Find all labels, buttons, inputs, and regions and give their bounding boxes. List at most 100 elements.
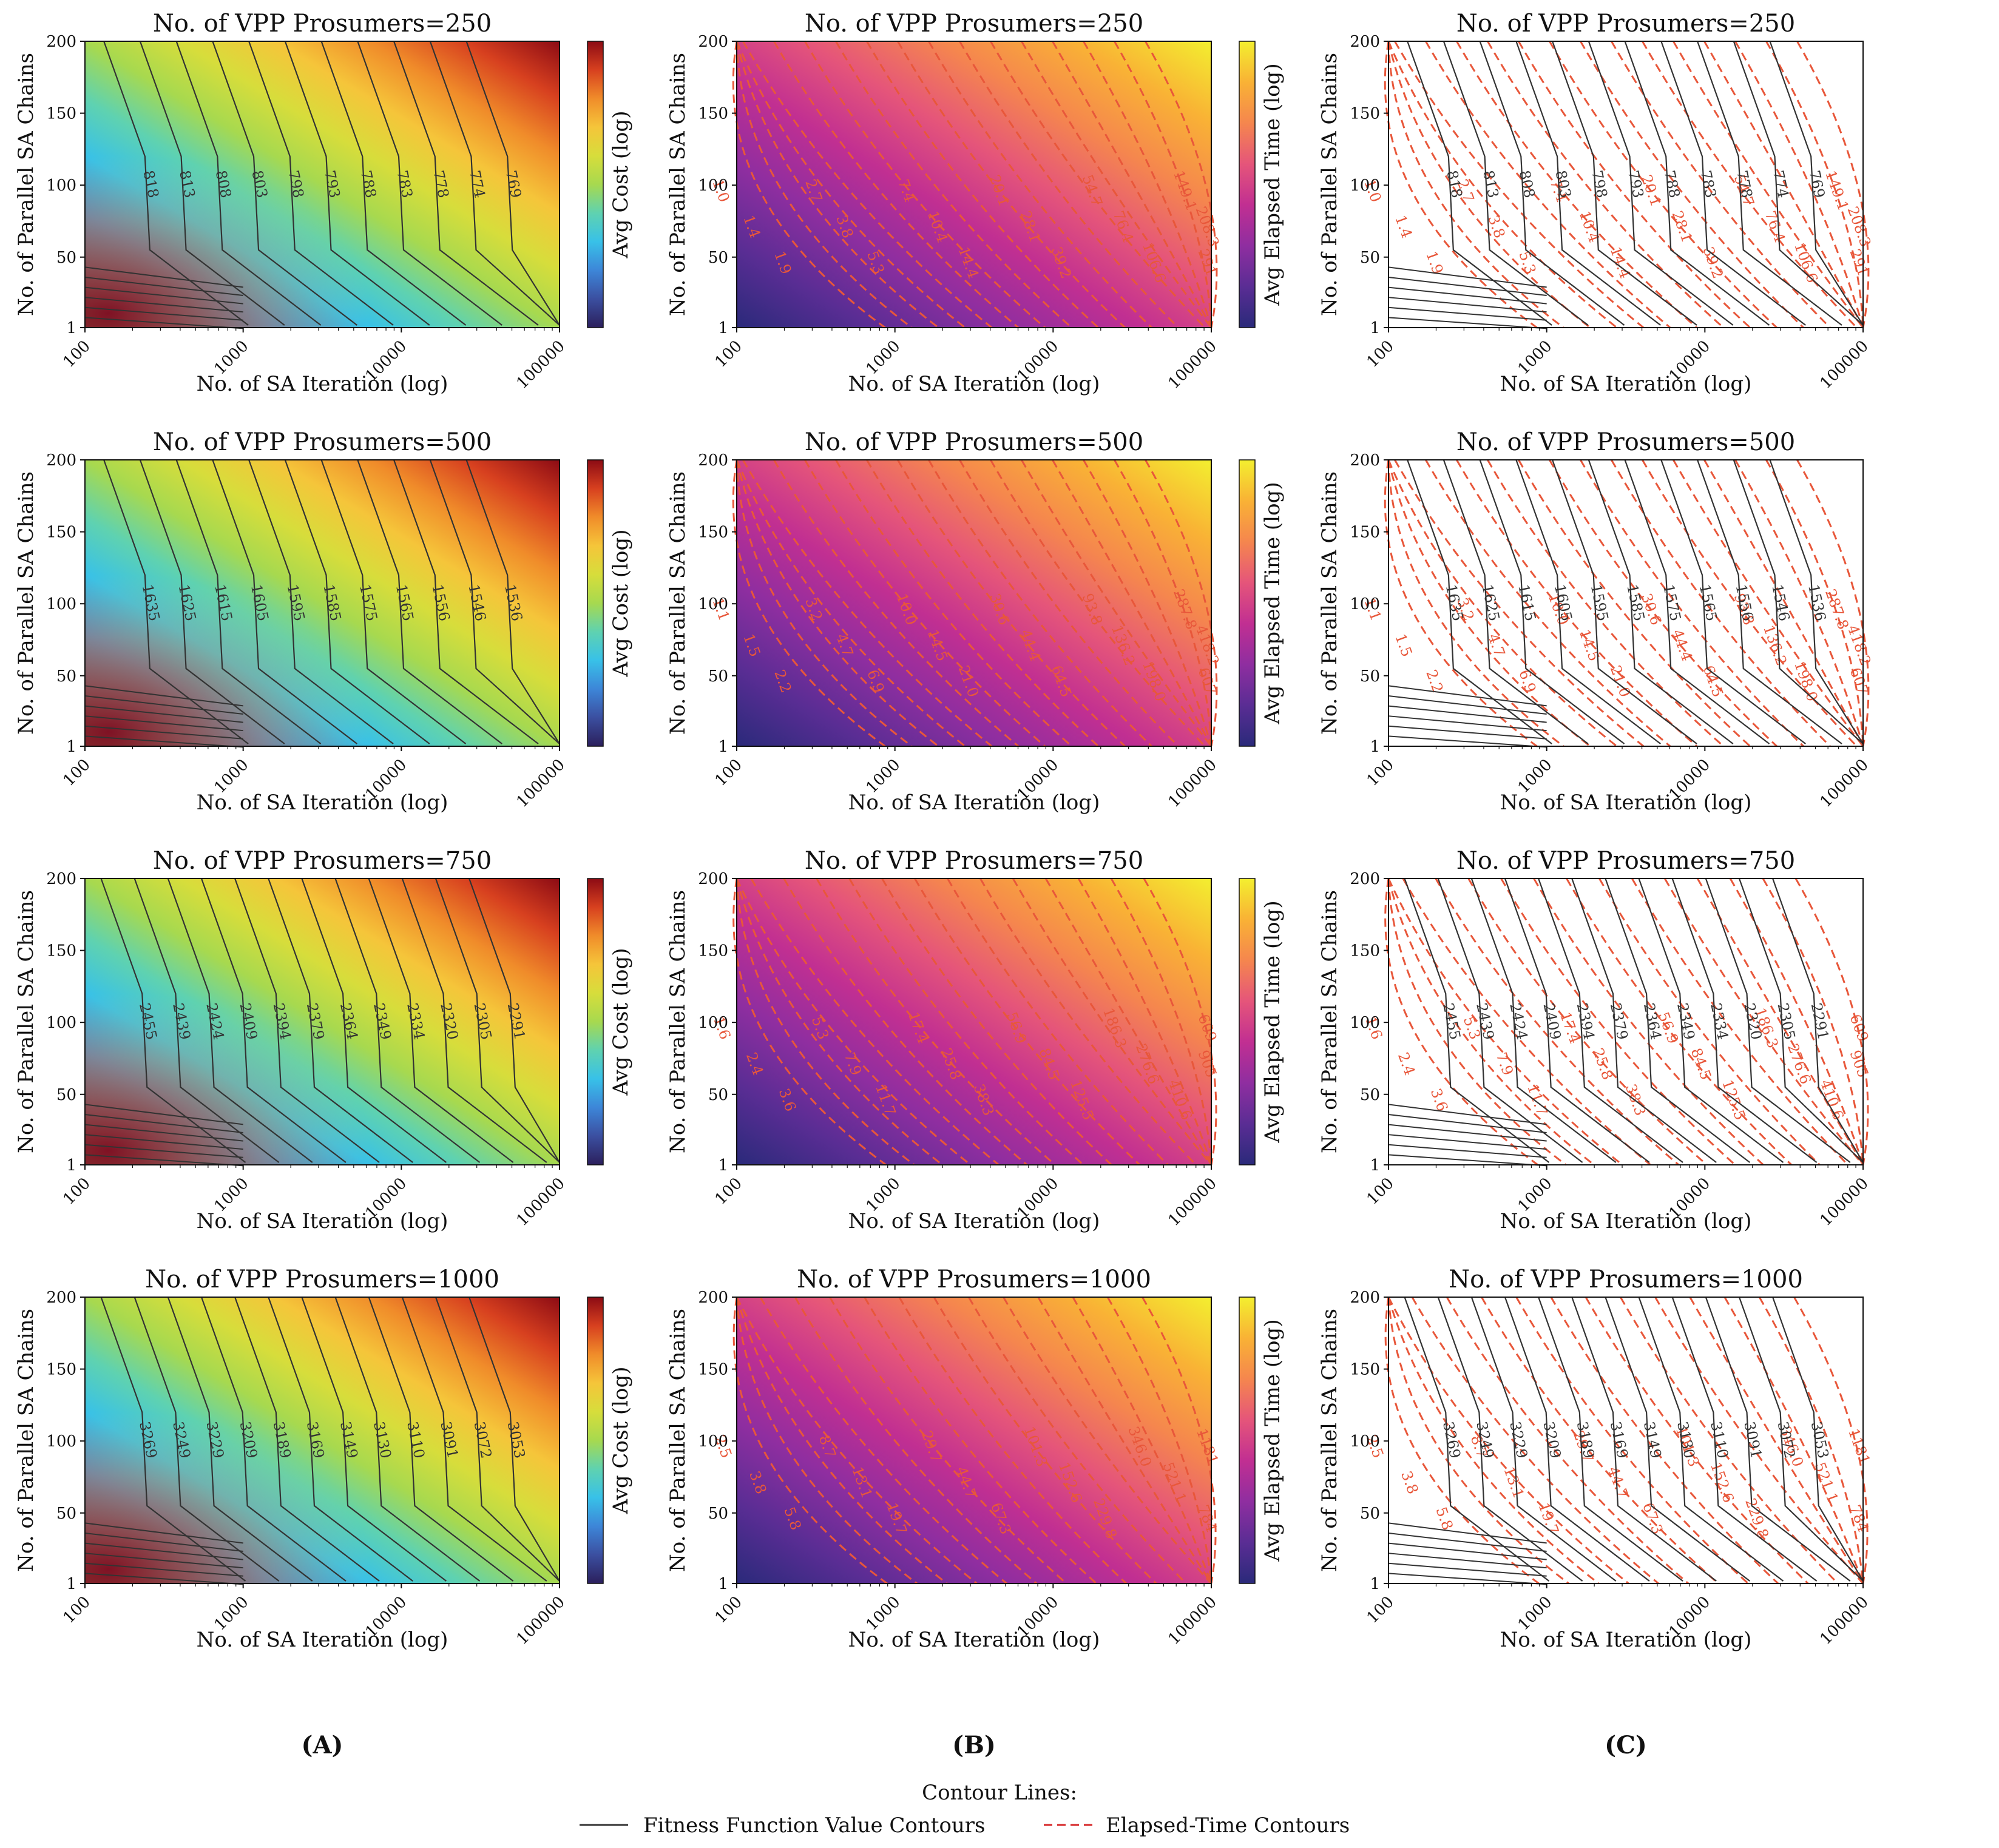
fitness-contour-line bbox=[368, 878, 514, 1163]
x-axis-label: No. of SA Iteration (log) bbox=[1500, 372, 1752, 396]
x-axis-label: No. of SA Iteration (log) bbox=[197, 1628, 448, 1652]
elapsed-time-contour-line bbox=[1394, 459, 1645, 747]
x-tick-label: 100000 bbox=[1165, 1175, 1220, 1230]
fitness-contour-line bbox=[301, 878, 447, 1163]
elapsed-time-contour-line bbox=[928, 41, 1152, 329]
x-tick-label: 100000 bbox=[1165, 1593, 1220, 1648]
fitness-contour-line bbox=[84, 1542, 243, 1560]
fitness-contour-line bbox=[1388, 685, 1547, 707]
elapsed-time-contour-line bbox=[1673, 41, 1864, 328]
y-tick-label: 150 bbox=[698, 942, 728, 960]
fitness-contour-line bbox=[84, 715, 243, 732]
panel-title: No. of VPP Prosumers=250 bbox=[1456, 10, 1795, 38]
x-tick-label: 100 bbox=[1364, 756, 1398, 790]
elapsed-time-contour-line bbox=[1631, 878, 1848, 1166]
fitness-contour-line bbox=[1697, 459, 1842, 744]
plot-frame bbox=[84, 878, 560, 1165]
x-tick-label: 100000 bbox=[1816, 1175, 1872, 1230]
y-tick-label: 50 bbox=[56, 667, 76, 686]
fitness-contour-line bbox=[84, 725, 243, 740]
x-tick-label: 100 bbox=[60, 756, 94, 790]
fitness-contour-line bbox=[465, 459, 560, 744]
panel-title: No. of VPP Prosumers=1000 bbox=[145, 1266, 499, 1293]
fitness-contour-line bbox=[234, 1297, 380, 1582]
elapsed-time-contour-line bbox=[1142, 1297, 1217, 1584]
fitness-contour-line bbox=[84, 1144, 243, 1158]
elapsed-time-contour-line bbox=[1580, 41, 1804, 329]
y-axis-label: No. of Parallel SA Chains bbox=[14, 1309, 38, 1572]
elapsed-time-contour-line bbox=[1696, 878, 1864, 1165]
y-axis-label: No. of Parallel SA Chains bbox=[1317, 890, 1342, 1153]
elapsed-time-contour-line bbox=[1387, 41, 1591, 329]
elapsed-time-contour-line bbox=[947, 878, 1169, 1166]
fitness-contour-line bbox=[1388, 725, 1547, 740]
elapsed-time-contour-line bbox=[897, 459, 1126, 747]
elapsed-time-contour-line bbox=[1052, 459, 1213, 747]
x-axis-label: No. of SA Iteration (log) bbox=[1500, 1209, 1752, 1233]
x-axis-label: No. of SA Iteration (log) bbox=[848, 1209, 1100, 1233]
y-tick-label: 1 bbox=[718, 1575, 728, 1593]
fitness-contour-line bbox=[200, 1297, 347, 1582]
fitness-contour-line bbox=[1388, 297, 1547, 313]
elapsed-time-contour-line bbox=[1765, 41, 1864, 328]
elapsed-time-contour-line bbox=[1110, 878, 1213, 1165]
fitness-contour-line bbox=[248, 41, 394, 326]
fitness-contour-line bbox=[1738, 878, 1864, 1163]
fitness-contour-line bbox=[1388, 1134, 1547, 1150]
elapsed-time-contour-line bbox=[732, 41, 886, 329]
fitness-contour-line bbox=[334, 1297, 481, 1582]
elapsed-time-contour-line bbox=[1402, 878, 1651, 1166]
y-tick-label: 100 bbox=[698, 595, 728, 613]
x-axis-label: No. of SA Iteration (log) bbox=[1500, 1628, 1752, 1652]
y-tick-label: 200 bbox=[46, 451, 76, 470]
fitness-contour-line bbox=[139, 41, 285, 326]
panel-c-row-4: No. of VPP Prosumers=10002.53.85.88.713.… bbox=[1317, 1266, 1873, 1652]
elapsed-time-contour-line bbox=[1425, 459, 1671, 747]
elapsed-time-contour-line bbox=[1387, 41, 1564, 329]
y-tick-label: 150 bbox=[698, 105, 728, 123]
fitness-contour-line bbox=[84, 276, 243, 296]
y-tick-label: 200 bbox=[698, 451, 728, 470]
fitness-contour-line bbox=[1388, 1113, 1547, 1133]
elapsed-time-contour-line bbox=[1003, 1297, 1213, 1585]
elapsed-time-contour-line bbox=[1052, 41, 1213, 328]
fitness-contour-line bbox=[139, 459, 285, 744]
fitness-contour-line bbox=[84, 735, 243, 748]
fitness-contour-line bbox=[1638, 878, 1784, 1163]
y-axis-label: No. of Parallel SA Chains bbox=[666, 471, 690, 735]
x-axis-label: No. of SA Iteration (log) bbox=[848, 1628, 1100, 1652]
fitness-contour-line bbox=[1388, 1542, 1547, 1560]
contour-legend: Contour Lines: Fitness Function Value Con… bbox=[580, 1781, 1350, 1838]
panel-b-row-3: No. of VPP Prosumers=7501.62.43.65.37.91… bbox=[666, 847, 1285, 1233]
fitness-contour-line bbox=[103, 459, 249, 744]
elapsed-time-contour-line bbox=[1145, 41, 1218, 328]
plot-frame bbox=[736, 878, 1212, 1165]
fitness-contour-line bbox=[1624, 41, 1770, 326]
plot-frame bbox=[736, 459, 1212, 747]
elapsed-time-contour-line bbox=[1387, 1297, 1569, 1585]
fitness-contour-line bbox=[1738, 1297, 1864, 1582]
elapsed-time-contour-line bbox=[1566, 878, 1793, 1166]
elapsed-time-contour-line bbox=[1387, 459, 1591, 747]
panel-letter: (B) bbox=[952, 1731, 996, 1759]
legend-title: Contour Lines: bbox=[922, 1781, 1077, 1805]
fitness-contour-line bbox=[84, 266, 243, 288]
y-tick-label: 150 bbox=[46, 105, 76, 123]
elapsed-time-contour-line bbox=[736, 459, 966, 747]
fitness-contour-line bbox=[1407, 459, 1552, 744]
fitness-contour-line bbox=[84, 1104, 243, 1125]
elapsed-time-contour-line bbox=[1580, 459, 1804, 747]
panel-c-row-2: No. of VPP Prosumers=5001.11.52.23.24.76… bbox=[1317, 428, 1874, 815]
fitness-contour-line bbox=[429, 459, 560, 744]
fitness-contour-line bbox=[1660, 459, 1806, 744]
elapsed-time-contour-line bbox=[736, 1297, 948, 1585]
fitness-contour-line bbox=[1552, 459, 1697, 744]
fitness-contour-line bbox=[1388, 286, 1547, 305]
fitness-contour-line bbox=[134, 1297, 280, 1582]
x-tick-label: 100000 bbox=[513, 756, 568, 811]
y-axis-label: No. of Parallel SA Chains bbox=[666, 53, 690, 316]
elapsed-time-contour-line bbox=[898, 1297, 1127, 1585]
fitness-contour-line bbox=[1388, 1532, 1547, 1552]
